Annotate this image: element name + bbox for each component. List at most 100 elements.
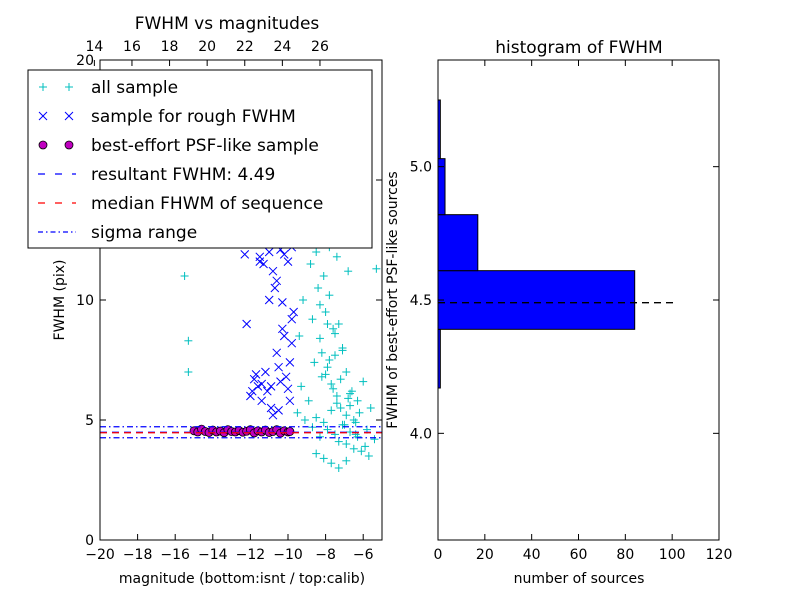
all-sample-point xyxy=(325,291,334,300)
x-tick-label: −14 xyxy=(198,547,228,563)
all-sample-point xyxy=(344,394,353,403)
all-sample-point xyxy=(312,413,321,422)
all-sample-point xyxy=(338,346,347,355)
all-sample-point xyxy=(346,389,355,398)
all-sample-point xyxy=(349,416,358,424)
y-tick-label: 20 xyxy=(76,53,94,69)
all-sample-point xyxy=(299,296,308,304)
legend-symbol-0 xyxy=(65,83,73,91)
rough-sample-point xyxy=(262,386,272,396)
scatter-y-label: FWHM (pix) xyxy=(52,260,68,341)
rough-sample-point xyxy=(266,382,276,391)
top-x-tick-label: 20 xyxy=(198,39,216,55)
all-sample-point xyxy=(329,384,338,393)
y-tick-label: 10 xyxy=(76,293,94,309)
all-sample-point xyxy=(304,396,313,405)
top-x-tick-label: 26 xyxy=(311,39,329,55)
all-sample-point xyxy=(331,329,339,338)
all-sample-point xyxy=(327,406,336,415)
rough-sample-point xyxy=(279,331,289,341)
legend-label-psf-sample: best-effort PSF-like sample xyxy=(91,136,319,156)
rough-sample-point xyxy=(285,396,295,406)
legend-symbols xyxy=(38,83,76,233)
all-sample-point xyxy=(334,320,343,328)
rough-sample-point xyxy=(246,391,255,401)
rough-sample-point xyxy=(266,403,276,413)
rough-sample-point xyxy=(261,367,270,377)
all-sample-point xyxy=(370,435,379,444)
all-sample-point xyxy=(332,392,341,400)
hist-x-tick-label: 60 xyxy=(570,547,588,563)
all-sample-point xyxy=(336,404,345,412)
histogram-title: histogram of FWHM xyxy=(495,38,662,58)
rough-sample-point xyxy=(264,247,274,257)
all-sample-point xyxy=(319,454,328,463)
legend-label-sigma-range: sigma range xyxy=(91,223,197,243)
top-x-tick-label: 22 xyxy=(236,39,254,55)
all-sample-point xyxy=(315,300,324,309)
rough-sample-point xyxy=(285,358,295,367)
rough-sample-point xyxy=(287,314,297,324)
all-sample-point xyxy=(314,284,323,292)
all-sample-point xyxy=(361,442,370,451)
rough-sample-point xyxy=(257,396,267,406)
all-sample-point xyxy=(321,370,330,379)
all-sample-point xyxy=(342,411,351,420)
scatter-panel: −20−18−16−14−12−10−8−6 05101520 14161820… xyxy=(27,14,383,587)
rough-sample-point xyxy=(251,370,261,379)
all-sample-point xyxy=(364,452,373,460)
all-sample-point xyxy=(372,264,381,273)
all-sample-point xyxy=(310,358,319,367)
all-sample-point xyxy=(359,377,368,386)
scatter-top-x-ticks: 14 16 18 20 22 24 26 xyxy=(85,39,329,66)
all-sample-point xyxy=(344,267,353,276)
all-sample-point xyxy=(342,368,351,376)
all-sample-point xyxy=(321,308,330,316)
top-x-tick-label: 14 xyxy=(85,39,103,55)
all-sample-point xyxy=(306,260,315,268)
all-sample-point xyxy=(357,447,366,456)
legend-label-median-fwhm: median FHWM of sequence xyxy=(91,194,323,214)
rough-sample-point xyxy=(287,338,297,348)
all-sample-point xyxy=(293,408,302,417)
y-tick-label: 0 xyxy=(85,533,94,549)
top-x-tick-label: 16 xyxy=(123,39,141,55)
scatter-title: FWHM vs magnitudes xyxy=(135,14,320,34)
all-sample-point xyxy=(300,416,309,424)
all-sample-point xyxy=(346,401,355,410)
x-tick-label: −20 xyxy=(85,547,115,563)
scatter-x-label: magnitude (bottom:isnt / top:calib) xyxy=(119,571,365,587)
all-sample-point xyxy=(323,425,332,434)
rough-sample-point xyxy=(242,319,251,329)
all-sample-point xyxy=(366,404,375,412)
x-tick-label: −8 xyxy=(315,547,336,563)
rough-sample-point xyxy=(264,295,274,305)
all-sample-point xyxy=(332,399,341,408)
all-sample-point xyxy=(315,432,324,441)
histogram-bar xyxy=(437,270,636,330)
histogram-y-ticks: 4.0 4.5 5.0 xyxy=(410,160,719,442)
rough-sample-point xyxy=(253,382,263,391)
rough-sample-point xyxy=(268,266,278,276)
x-tick-label: −16 xyxy=(160,547,190,563)
hist-x-tick-label: 120 xyxy=(706,547,733,563)
y-tick-label: 5 xyxy=(85,413,94,429)
rough-sample-point xyxy=(278,298,287,307)
rough-sample-point xyxy=(283,384,293,394)
all-sample-point xyxy=(327,380,336,388)
rough-sample-point xyxy=(274,362,283,372)
legend-symbol-0 xyxy=(39,83,47,91)
all-sample-point xyxy=(308,315,317,324)
all-sample-point xyxy=(327,459,336,468)
all-sample-point xyxy=(342,456,351,465)
rough-sample-point xyxy=(255,257,265,266)
hist-x-tick-label: 0 xyxy=(434,547,443,563)
rough-sample-point xyxy=(247,386,257,396)
all-sample-point xyxy=(184,336,193,345)
scatter-legend: all sample sample for rough FWHM best-ef… xyxy=(27,69,373,249)
rough-sample-point xyxy=(272,348,282,358)
hist-y-tick-label: 4.5 xyxy=(410,293,432,309)
rough-sample-point xyxy=(240,250,250,259)
all-sample-point xyxy=(317,348,326,357)
